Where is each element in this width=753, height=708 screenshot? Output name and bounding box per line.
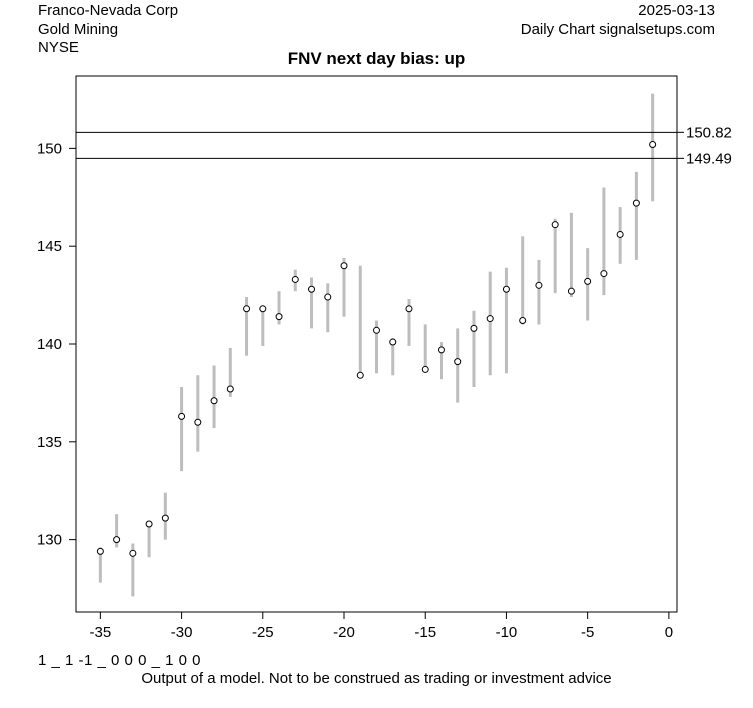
close-point [373, 326, 380, 334]
close-point [535, 281, 543, 289]
chart-date: 2025-03-13 [638, 2, 715, 19]
close-point [161, 514, 169, 522]
close-point [600, 270, 608, 278]
close-point [551, 221, 559, 229]
close-point [226, 385, 234, 393]
close-point [113, 536, 121, 544]
close-point [356, 371, 364, 379]
x-tick-label: -15 [414, 624, 436, 641]
close-point [194, 418, 202, 426]
disclaimer: Output of a model. Not to be construed a… [141, 670, 612, 687]
close-point [632, 199, 640, 207]
close-point [210, 397, 218, 405]
sector-label: Gold Mining [38, 21, 119, 38]
x-tick-label: 0 [665, 624, 673, 641]
close-point [437, 346, 445, 354]
chart-source: Daily Chart signalsetups.com [520, 21, 715, 38]
close-point [454, 358, 462, 366]
close-point [421, 365, 429, 373]
exchange-label: NYSE [38, 39, 79, 56]
close-point [616, 230, 624, 238]
close-point [324, 293, 332, 301]
close-point [470, 324, 478, 332]
close-point [259, 305, 267, 313]
y-tick-label: 145 [37, 238, 62, 255]
x-tick-label: -30 [171, 624, 193, 641]
close-point [275, 313, 283, 321]
x-tick-label: -25 [252, 624, 274, 641]
close-point [308, 285, 316, 293]
close-point [389, 338, 397, 346]
y-tick-label: 135 [37, 434, 62, 451]
close-point [178, 412, 186, 420]
close-point [519, 317, 527, 325]
close-point [243, 305, 251, 313]
close-point [405, 305, 413, 313]
y-tick-label: 140 [37, 336, 62, 353]
chart-title: FNV next day bias: up [287, 49, 466, 68]
close-point [486, 315, 494, 323]
level-label: 149.49 [686, 150, 732, 167]
close-point [96, 547, 104, 555]
x-tick-label: -35 [90, 624, 112, 641]
y-tick-label: 130 [37, 532, 62, 549]
close-point [567, 287, 575, 295]
y-tick-label: 150 [37, 140, 62, 157]
close-point [340, 262, 348, 270]
x-tick-label: -10 [496, 624, 518, 641]
company-name: Franco-Nevada Corp [38, 2, 179, 19]
close-point [291, 275, 299, 283]
x-tick-label: -20 [333, 624, 355, 641]
close-point [502, 285, 510, 293]
close-point [145, 520, 153, 528]
close-point [649, 140, 657, 148]
level-label: 150.82 [686, 124, 732, 141]
close-point [129, 549, 137, 557]
close-point [584, 277, 592, 285]
x-tick-label: -5 [581, 624, 594, 641]
model-code: 1 _ 1 -1 _ 0 0 0 _ 1 0 0 [38, 652, 201, 669]
